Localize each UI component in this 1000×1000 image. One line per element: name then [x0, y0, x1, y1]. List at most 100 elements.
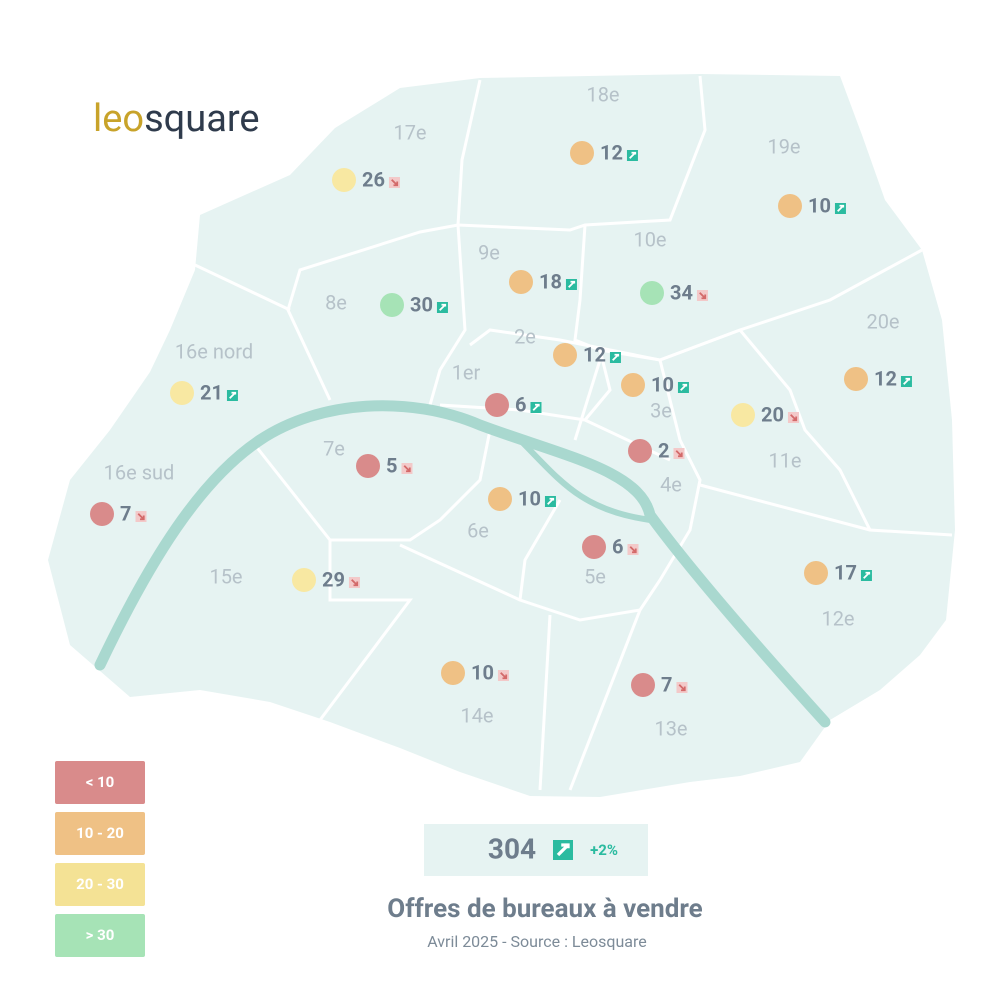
district-value: 12 — [583, 342, 606, 366]
trend-arrow — [863, 571, 871, 579]
district-marker — [292, 568, 316, 592]
district-marker — [844, 367, 868, 391]
district-marker — [778, 194, 802, 218]
trend-icon — [609, 352, 621, 363]
trend-arrow — [903, 377, 911, 385]
district-value: 30 — [410, 292, 433, 316]
trend-icon — [900, 376, 912, 387]
trend-arrow — [675, 450, 683, 458]
district-marker — [380, 293, 404, 317]
district-name: 10e — [633, 227, 666, 251]
district-marker — [621, 373, 645, 397]
trend-icon — [627, 544, 639, 555]
legend-label: > 30 — [86, 926, 115, 944]
trend-arrow — [500, 672, 508, 680]
trend-icon — [553, 840, 573, 860]
district-marker — [356, 454, 380, 478]
district-name: 6e — [467, 518, 489, 542]
legend-label: 20 - 30 — [76, 875, 124, 893]
trend-arrow — [532, 403, 540, 411]
total-value: 304 — [488, 832, 536, 865]
trend-icon — [388, 177, 400, 188]
district-value: 20 — [761, 402, 784, 426]
district-marker — [488, 487, 512, 511]
district-value: 10 — [471, 660, 494, 684]
district-name: 7e — [323, 436, 345, 460]
trend-arrow — [137, 513, 145, 521]
legend-label: < 10 — [86, 773, 115, 791]
district-marker — [485, 393, 509, 417]
trend-icon — [676, 682, 688, 693]
district-value: 6 — [515, 392, 526, 416]
trend-arrow — [680, 383, 688, 391]
district-value: 17 — [834, 560, 857, 584]
legend-swatch — [55, 914, 145, 957]
district-marker — [570, 141, 594, 165]
legend-label: 10 - 20 — [76, 824, 124, 842]
district-value: 5 — [386, 453, 397, 477]
trend-icon — [787, 412, 799, 423]
district-marker — [631, 673, 655, 697]
logo-part: square — [144, 97, 260, 141]
trend-arrow — [556, 843, 570, 857]
trend-icon — [673, 448, 685, 459]
legend-swatch — [55, 761, 145, 804]
trend-icon — [544, 496, 556, 507]
trend-arrow — [629, 546, 637, 554]
trend-arrow — [629, 151, 637, 159]
district-marker — [332, 168, 356, 192]
district-marker — [640, 281, 664, 305]
trend-icon — [677, 382, 689, 393]
district-value: 12 — [600, 140, 623, 164]
district-marker — [582, 535, 606, 559]
trend-arrow — [351, 579, 359, 587]
district-value: 10 — [808, 193, 831, 217]
trend-arrow — [547, 497, 555, 505]
district-value: 26 — [362, 167, 385, 191]
trend-icon — [530, 402, 542, 413]
district-name: 16e sud — [104, 460, 175, 484]
trend-icon — [401, 463, 413, 474]
district-marker — [804, 561, 828, 585]
trend-arrow — [678, 684, 686, 692]
district-name: 2e — [514, 324, 536, 348]
district-value: 12 — [874, 366, 897, 390]
legend-swatch — [55, 863, 145, 906]
district-name: 20e — [866, 309, 899, 333]
trend-icon — [696, 290, 708, 301]
district-name: 18e — [586, 82, 619, 106]
seine-branch — [517, 437, 651, 523]
logo-text: leosquare — [93, 97, 260, 141]
trend-arrow — [612, 353, 620, 361]
district-name: 15e — [209, 564, 242, 588]
district-value: 34 — [670, 280, 693, 304]
total-trend — [553, 840, 573, 860]
trend-arrow — [790, 414, 798, 422]
trend-icon — [860, 570, 872, 581]
legend-swatch — [55, 812, 145, 855]
district-name: 9e — [478, 240, 500, 264]
trend-icon — [135, 511, 147, 522]
district-name: 13e — [654, 716, 687, 740]
trend-arrow — [837, 204, 845, 212]
trend-icon — [565, 279, 577, 290]
district-marker — [441, 661, 465, 685]
subtitle: Avril 2025 - Source : Leosquare — [427, 932, 647, 951]
district-name: 17e — [393, 120, 426, 144]
trend-arrow — [699, 292, 707, 300]
district-name: 8e — [325, 290, 347, 314]
district-value: 10 — [651, 372, 674, 396]
trend-arrow — [229, 391, 237, 399]
district-name: 14e — [460, 703, 493, 727]
trend-icon — [348, 577, 360, 588]
district-name: 11e — [768, 448, 801, 472]
district-name: 1er — [452, 360, 481, 384]
trend-icon — [226, 390, 238, 401]
district-value: 21 — [200, 380, 223, 404]
district-value: 6 — [612, 534, 623, 558]
district-marker — [170, 381, 194, 405]
district-marker — [628, 439, 652, 463]
district-marker — [553, 343, 577, 367]
total-change: +2% — [590, 841, 618, 859]
trend-icon — [626, 150, 638, 161]
